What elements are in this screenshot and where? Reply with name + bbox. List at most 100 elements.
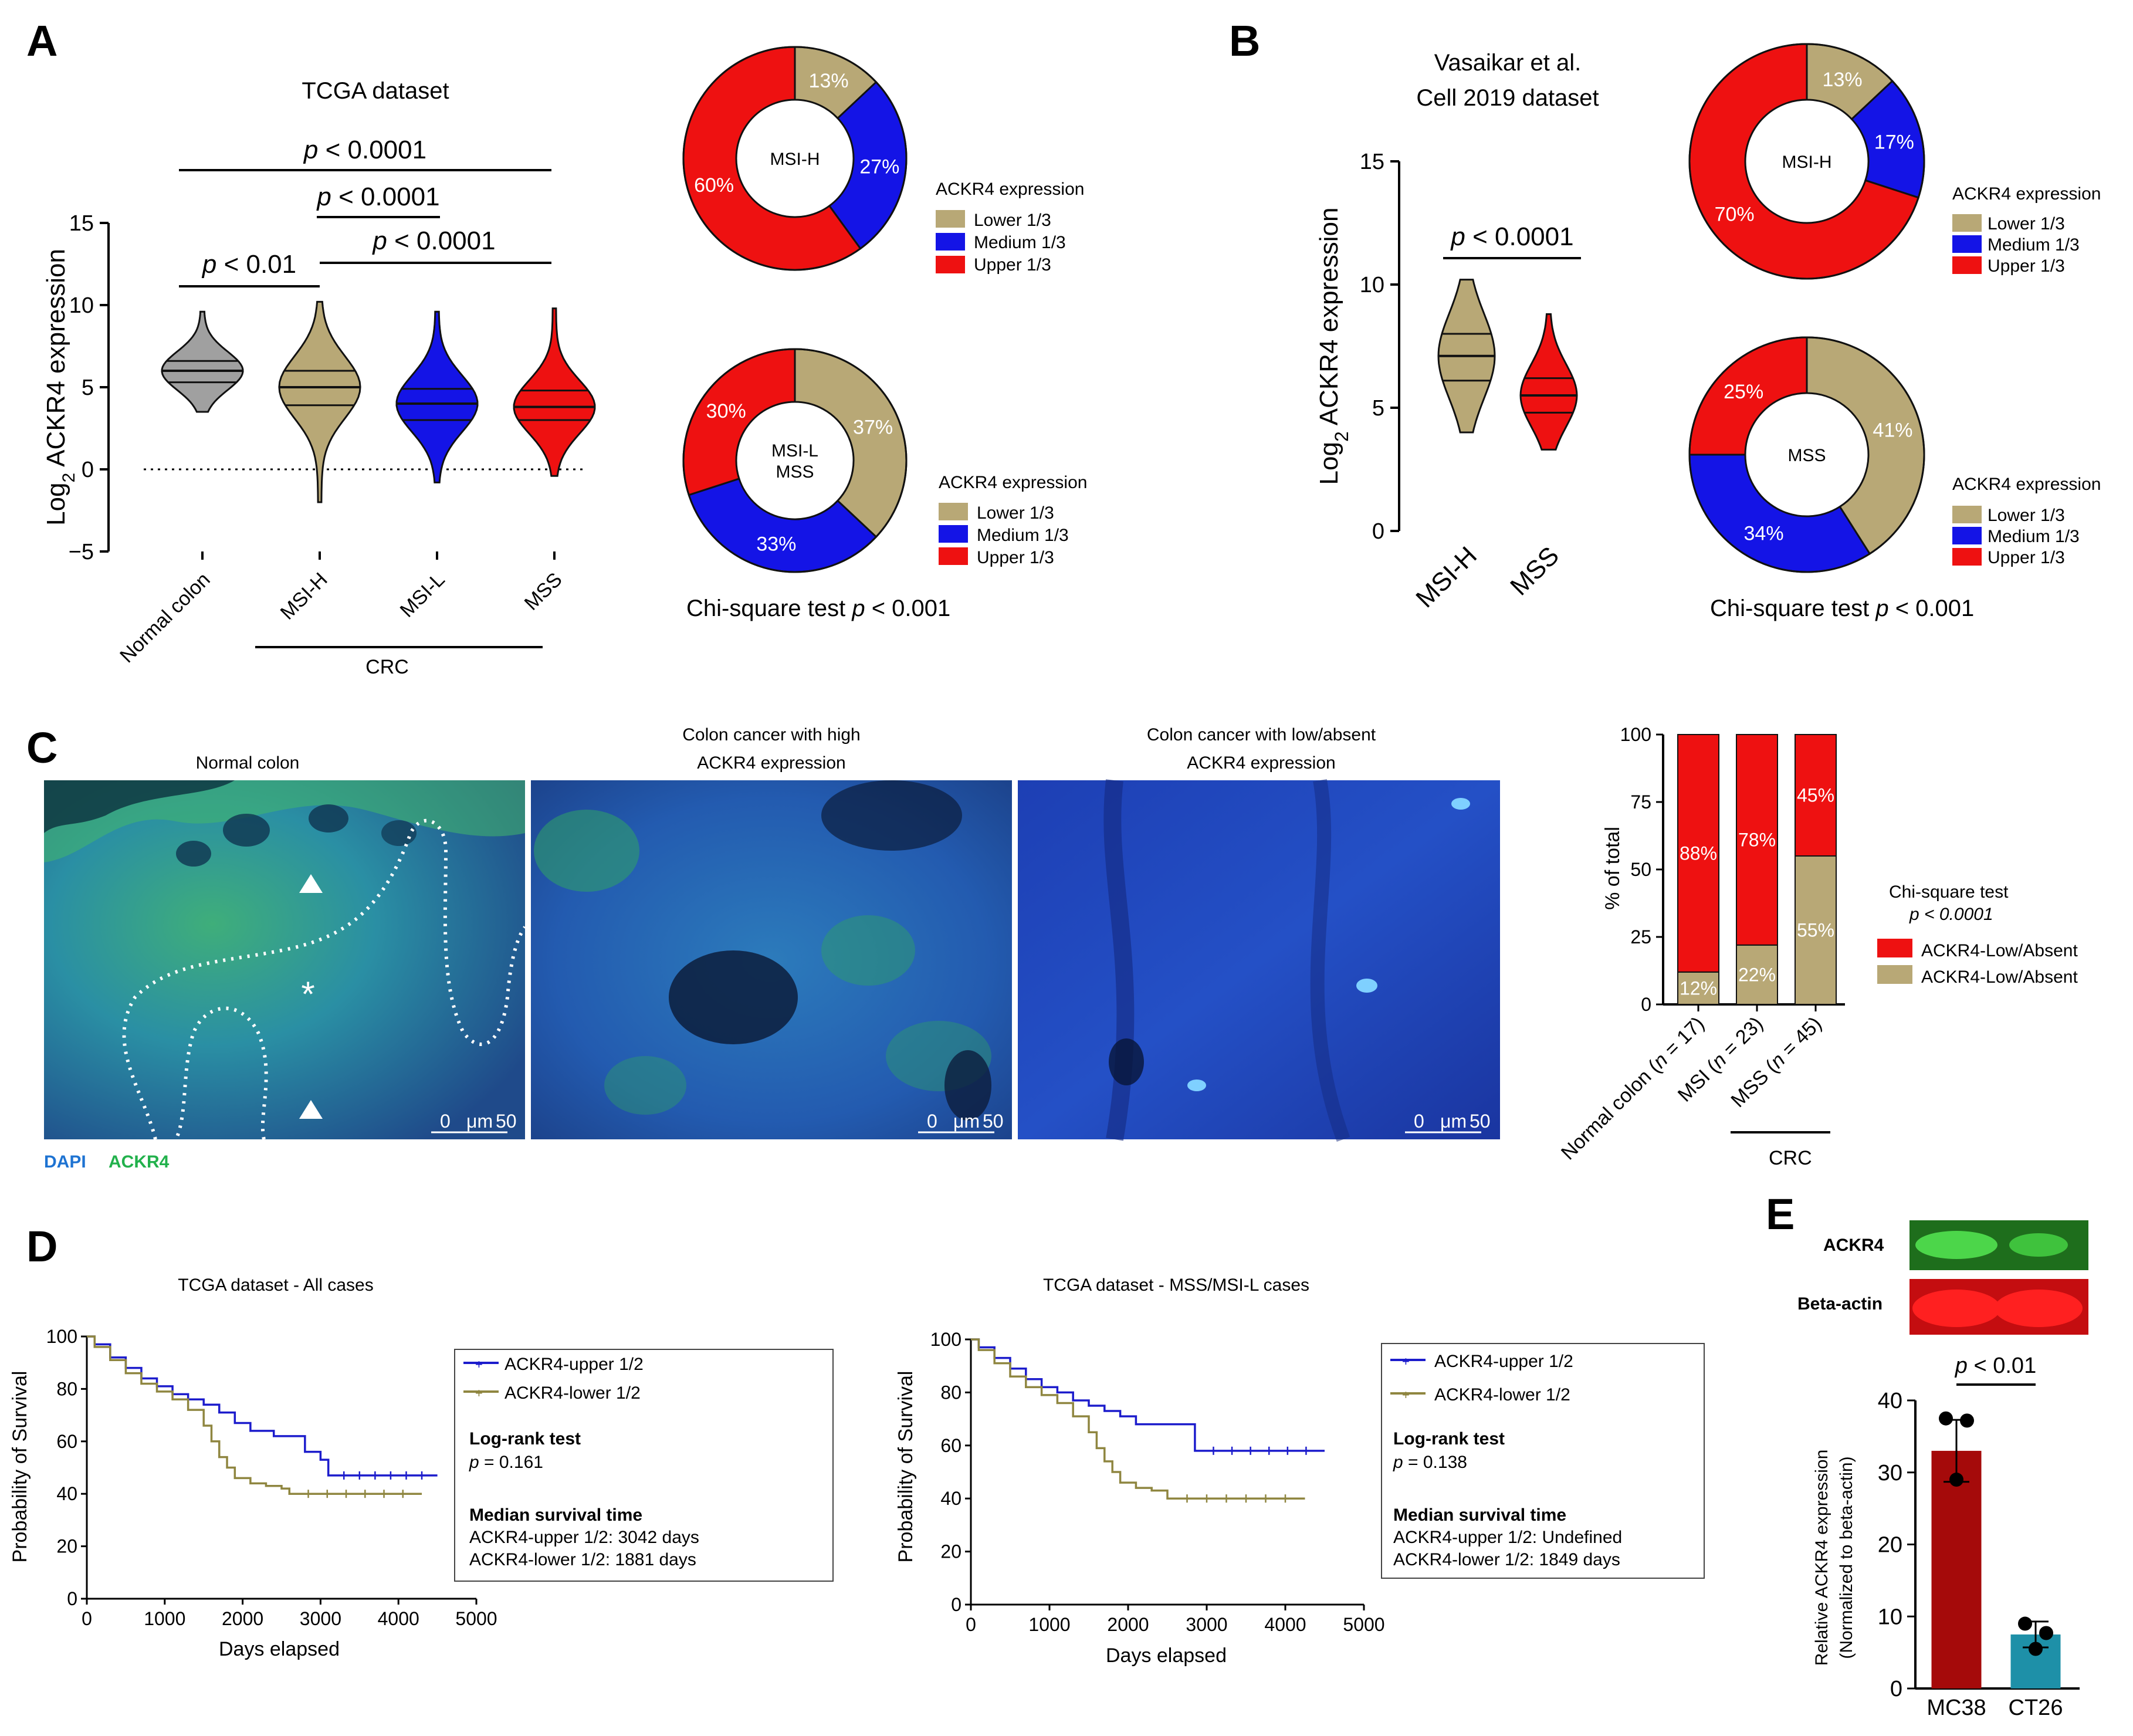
scale-label: 50 <box>1470 1111 1491 1132</box>
scale-label: 50 <box>496 1111 517 1132</box>
y-tick-label: 20 <box>56 1536 77 1557</box>
legend-swatch-lower <box>936 210 965 228</box>
image-title-low-line2: ACKR4 expression <box>1187 753 1335 773</box>
panel-b-donut-mss: 41% 34% 25% MSS <box>1688 336 1925 573</box>
median-title: Median survival time <box>1393 1505 1566 1525</box>
donut-slice-label: 13% <box>1823 69 1863 91</box>
svg-text:+: + <box>475 1386 483 1400</box>
x-tick-label: Normal colon <box>116 568 215 668</box>
donut-slice-medium <box>1688 454 1871 573</box>
panel-e-ylabel-line1: Relative ACKR4 expression <box>1812 1450 1831 1666</box>
legend-swatch-upper <box>939 547 968 565</box>
svg-text:Log2ACKR4 expression: Log2 ACKR4 expression <box>1315 208 1352 485</box>
image-title-high-line1: Colon cancer with high <box>682 725 861 745</box>
blot-band-ackr4-mc38 <box>1915 1231 1997 1259</box>
logrank-p: p = 0.161 <box>469 1453 543 1472</box>
donut-slice-label: 37% <box>853 416 893 438</box>
legend-item-upper: Upper 1/3 <box>977 548 1054 567</box>
blot-band-ackr4-ct26 <box>2009 1233 2068 1257</box>
donut-center-label: MSS <box>776 462 814 482</box>
blot-band-actin-mc38 <box>1912 1290 2000 1327</box>
panel-a-title: TCGA dataset <box>302 78 449 104</box>
panel-d-title-mss: TCGA dataset - MSS/MSI-L cases <box>1043 1275 1309 1295</box>
panel-d-ylabel: Probability of Survival <box>895 1371 917 1563</box>
y-tick-label: 15 <box>1360 150 1384 174</box>
median-upper: ACKR4-upper 1/2: Undefined <box>1393 1528 1622 1547</box>
km-curve-lower <box>87 1335 422 1495</box>
y-tick-label: 60 <box>940 1435 961 1456</box>
panel-label-a: A <box>26 16 57 65</box>
p-value-label: p < 0.01 <box>1955 1353 2036 1378</box>
y-tick-label: 5 <box>82 375 94 400</box>
panel-b-title-line2: Cell 2019 dataset <box>1416 85 1599 111</box>
data-point <box>1949 1473 1963 1487</box>
legend-item-low-absent-2: ACKR4-Low/Absent <box>1921 967 2078 987</box>
legend-item-lower: Lower 1/3 <box>1988 214 2065 234</box>
panel-c-ylabel: % of total <box>1602 827 1624 910</box>
x-tick-label: MC38 <box>1927 1696 1986 1720</box>
donut-slice-label: 33% <box>756 533 796 556</box>
panel-b-donut-msi-h: 13% 17% 70% MSI-H <box>1688 43 1925 280</box>
median-upper: ACKR4-upper 1/2: 3042 days <box>469 1528 699 1547</box>
legend-swatch-medium <box>936 233 965 251</box>
x-tick-label: 5000 <box>1343 1614 1384 1635</box>
y-tick-label: 10 <box>1360 273 1384 297</box>
panel-d-title-all: TCGA dataset - All cases <box>178 1275 373 1295</box>
logrank-title: Log-rank test <box>469 1429 581 1449</box>
violin-msi-l <box>395 310 479 483</box>
legend-swatch-upper <box>1952 548 1982 566</box>
x-tick-label: 5000 <box>455 1608 497 1629</box>
microscopy-image-low-ackr4: 0 μm 50 <box>1018 779 1500 1142</box>
legend-swatch-lower <box>939 503 968 520</box>
panel-e-y-axis-title: Relative ACKR4 expression (Normalized to… <box>1812 1450 1856 1666</box>
y-tick-label: 50 <box>1630 859 1651 880</box>
svg-text:*: * <box>301 974 314 1014</box>
x-tick-label: MSI-H <box>276 568 332 624</box>
donut-outline <box>1688 43 1925 280</box>
donut-slice-label: 27% <box>859 156 899 178</box>
donut-slice-label: 13% <box>809 70 849 92</box>
y-tick-label: 15 <box>69 211 94 236</box>
image-title-normal: Normal colon <box>196 753 300 773</box>
data-point <box>1939 1411 1953 1426</box>
legend-swatch-lower <box>1952 214 1982 232</box>
y-tick-label: 0 <box>82 458 94 482</box>
microscopy-image-normal-colon: * 0 μm 50 <box>44 780 527 1141</box>
stacked-bar-segment <box>1795 855 1837 1005</box>
blot-band-actin-ct26 <box>1995 1290 2083 1327</box>
donut-slice-label: 17% <box>1874 131 1914 154</box>
scale-label: μm <box>953 1111 980 1132</box>
legend-swatch-gold <box>1877 965 1912 984</box>
y-tick-label: 40 <box>1878 1389 1902 1413</box>
x-tick-label: 4000 <box>1264 1614 1306 1635</box>
x-tick-label: 0 <box>966 1614 976 1635</box>
p-value-label: p < 0.0001 <box>371 226 495 255</box>
legend-swatch-medium <box>1952 235 1982 253</box>
data-point <box>2018 1616 2032 1631</box>
panel-e-western-blot: ACKR4 Beta-actin <box>1797 1220 2088 1335</box>
panel-a-y-axis-title: Log2 ACKR4 expression <box>42 249 79 526</box>
p-value-label: p < 0.0001 <box>316 182 439 211</box>
y-tick-label: 80 <box>56 1378 77 1399</box>
x-tick-label: MSI-L <box>396 568 449 622</box>
donut-slice-label: 30% <box>706 400 746 422</box>
scale-label: μm <box>1440 1111 1467 1132</box>
panel-d-ylabel: Probability of Survival <box>9 1371 31 1563</box>
y-tick-label: 0 <box>67 1588 77 1609</box>
svg-text:+: + <box>1402 1388 1410 1402</box>
p-value-label: p < 0.01 <box>201 250 296 279</box>
stacked-bar-segment <box>1795 734 1837 857</box>
y-tick-label: 100 <box>46 1326 77 1347</box>
panel-b-violin-chart: Vasaikar et al. Cell 2019 dataset Log2 AC… <box>1315 50 1599 613</box>
panel-b-y-axis-title: Log2 ACKR4 expression <box>1315 208 1352 485</box>
legend-swatch-upper <box>1952 256 1982 274</box>
panel-a-ylabel-text: ACKR4 expression <box>42 249 70 467</box>
scale-label: 0 <box>440 1111 451 1132</box>
panel-b-legend-1: ACKR4 expression Lower 1/3 Medium 1/3 Up… <box>1952 184 2101 276</box>
scale-label: 50 <box>983 1111 1004 1132</box>
y-tick-label: 75 <box>1630 791 1651 813</box>
x-tick-label: 3000 <box>300 1608 341 1629</box>
donut-outline <box>682 46 908 271</box>
panel-d-y-axis-title-mss: Probability of Survival <box>895 1371 917 1563</box>
